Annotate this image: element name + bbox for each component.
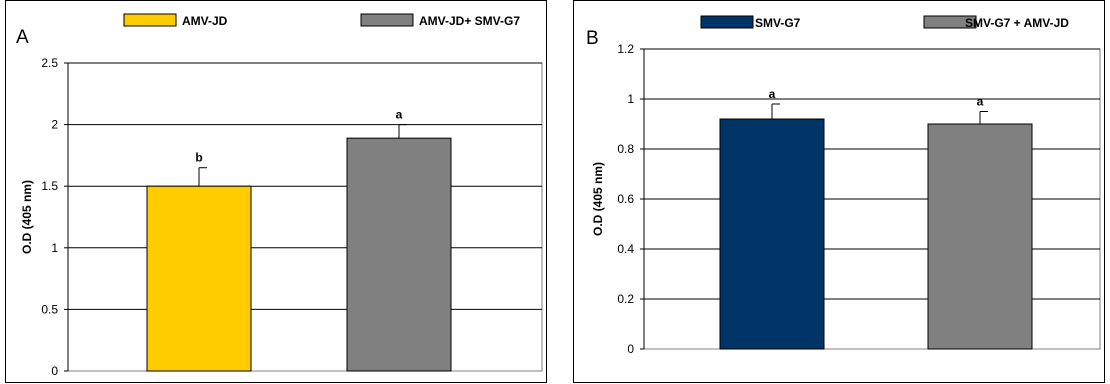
significance-label: b	[195, 151, 202, 165]
legend-swatch	[123, 13, 177, 27]
bar	[346, 137, 452, 372]
y-tick-label: 0.6	[617, 192, 634, 206]
significance-label: a	[396, 108, 403, 122]
y-tick-label: 0.8	[617, 142, 634, 156]
legend-label: SMV-G7	[755, 16, 801, 30]
chart-b-svg: B 0 0.2 0.4 0.6 0.8 1 1.2 a a SMV-G7 SMV-G7 + AMV-…	[586, 15, 1101, 356]
y-tick-label: 2.5	[41, 56, 58, 70]
y-tick-label: 1	[627, 92, 634, 106]
bar	[927, 123, 1033, 350]
y-tick-label: 1.2	[617, 42, 634, 56]
significance-label: a	[977, 95, 984, 109]
y-axis-label: O.D (405 nm)	[20, 180, 34, 254]
legend-label: AMV-JD	[182, 14, 228, 28]
y-tick-label: 1.5	[41, 179, 58, 193]
legend-swatch	[360, 13, 414, 27]
significance-label: a	[769, 87, 776, 101]
y-tick-label: 0.4	[617, 242, 634, 256]
panel-label-b: B	[586, 28, 599, 49]
y-tick-label: 0.2	[617, 292, 634, 306]
y-tick-label: 0	[627, 342, 634, 356]
legend-swatch	[923, 15, 977, 29]
plot-area-a	[67, 62, 543, 372]
y-tick-label: 1	[51, 241, 58, 255]
y-tick-label: 2	[51, 118, 58, 132]
legend-swatch	[700, 15, 754, 29]
bar	[719, 118, 825, 350]
y-tick-label: 0.5	[41, 302, 58, 316]
legend-label: AMV-JD+ SMV-G7	[419, 14, 520, 28]
chart-a-svg: A 0 0.5 1 1.5 2 2.5 b a AMV-JD AMV-JD+ SMV-G7 O.D …	[16, 13, 543, 378]
chart-panel-b: B 0 0.2 0.4 0.6 0.8 1 1.2 a a SMV-G7 SMV-G7 + AMV-…	[573, 0, 1105, 383]
chart-panel-a: A 0 0.5 1 1.5 2 2.5 b a AMV-JD AMV-JD+ SMV-G7 O.D …	[5, 0, 547, 383]
panel-label-a: A	[16, 27, 29, 48]
legend-label: SMV-G7 + AMV-JD	[965, 16, 1069, 30]
y-tick-label: 0	[51, 364, 58, 378]
bar	[146, 185, 252, 372]
y-axis-label: O.D (405 nm)	[591, 162, 605, 236]
